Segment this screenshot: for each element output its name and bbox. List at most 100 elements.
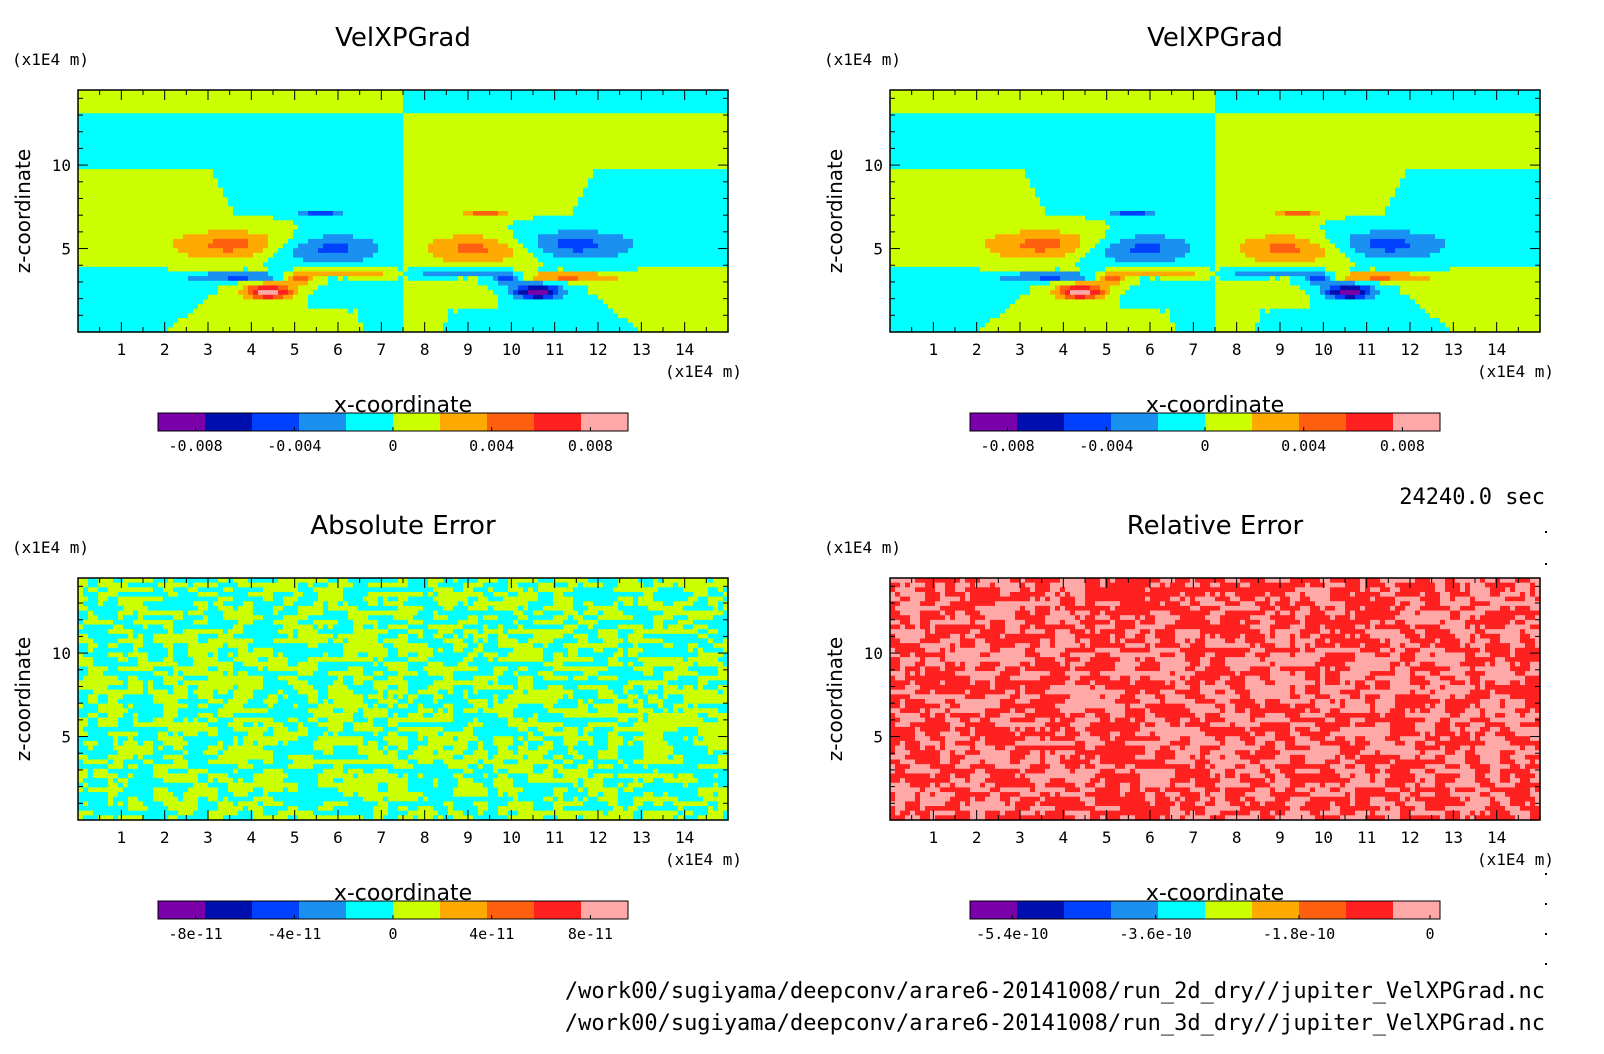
heatmap-cell [488,117,494,124]
heatmap-cell [433,136,439,142]
heatmap-cell [598,117,604,124]
heatmap-cell [243,262,249,268]
heatmap-cell [433,234,439,240]
heatmap-cell [118,178,124,184]
heatmap-cell [338,238,344,245]
heatmap-cell [663,252,669,259]
heatmap-cell [718,248,724,254]
heatmap-cell [363,192,369,198]
heatmap-cell [703,215,709,221]
heatmap-cell [113,220,119,226]
heatmap-cell [658,262,664,268]
heatmap-cell [298,150,304,156]
heatmap-cell [293,90,299,96]
heatmap-cell [358,252,364,259]
heatmap-cell [173,266,179,273]
heatmap-cell [163,150,169,156]
heatmap-cell [178,183,184,189]
heatmap-cell [478,99,484,105]
heatmap-cell [643,108,649,114]
heatmap-cell [668,262,674,268]
heatmap-cell [158,266,164,273]
heatmap-cell [698,155,704,161]
heatmap-cell [648,127,654,133]
heatmap-cell [688,238,694,245]
heatmap-cell [328,178,334,184]
heatmap-cell [78,238,84,245]
heatmap-cell [198,145,204,152]
heatmap-cell [103,224,109,231]
heatmap-cell [428,243,434,249]
heatmap-cell [568,187,574,193]
heatmap-cell [148,159,154,166]
heatmap-cell [153,262,159,268]
heatmap-cell [628,178,634,184]
heatmap-cell [148,145,154,152]
heatmap-cell [248,150,254,156]
heatmap-cell [588,215,594,221]
heatmap-cell [398,122,404,128]
heatmap-cell [678,122,684,128]
heatmap-cell [423,187,429,193]
heatmap-cell [258,159,264,166]
heatmap-cell [553,192,559,198]
heatmap-cell [323,155,329,161]
heatmap-cell [283,90,289,96]
heatmap-cell [583,197,589,203]
heatmap-cell [523,113,529,119]
heatmap-cell [468,127,474,133]
heatmap-cell [358,183,364,189]
heatmap-cell [238,173,244,180]
heatmap-cell [438,187,444,193]
heatmap-cell [343,243,349,249]
heatmap-cell [313,197,319,203]
heatmap-cell [383,183,389,189]
heatmap-cell [198,201,204,207]
heatmap-cell [253,159,259,166]
heatmap-cell [553,215,559,221]
heatmap-cell [678,136,684,142]
heatmap-cell [443,155,449,161]
heatmap-cell [223,252,229,259]
heatmap-cell [258,229,264,235]
heatmap-cell [703,257,709,263]
heatmap-cell [668,197,674,203]
heatmap-cell [288,234,294,240]
heatmap-cell [673,197,679,203]
heatmap-cell [263,187,269,193]
heatmap-cell [308,187,314,193]
heatmap-cell [608,164,614,170]
heatmap-cell [408,206,414,212]
heatmap-cell [488,234,494,240]
heatmap-cell [158,117,164,124]
heatmap-cell [308,122,314,128]
heatmap-cell [583,192,589,198]
heatmap-cell [283,103,289,110]
heatmap-cell [688,215,694,221]
heatmap-cell [428,113,434,119]
heatmap-cell [618,183,624,189]
heatmap-cell [238,229,244,235]
heatmap-cell [513,238,519,245]
heatmap-cell [203,220,209,226]
heatmap-cell [363,169,369,175]
heatmap-cell [693,197,699,203]
heatmap-cell [108,211,114,217]
heatmap-cell [133,164,139,170]
heatmap-cell [543,103,549,110]
heatmap-cell [528,252,534,259]
heatmap-cell [723,197,729,203]
heatmap-cell [203,248,209,254]
heatmap-cell [543,243,549,249]
heatmap-cell [148,103,154,110]
heatmap-cell [663,178,669,184]
heatmap-cell [178,192,184,198]
heatmap-cell [578,197,584,203]
heatmap-cell [538,243,544,249]
heatmap-cell [413,159,419,166]
heatmap-cell [248,229,254,235]
heatmap-cell [328,266,334,273]
heatmap-cell [108,117,114,124]
heatmap-cell [458,145,464,152]
heatmap-cell [283,131,289,138]
